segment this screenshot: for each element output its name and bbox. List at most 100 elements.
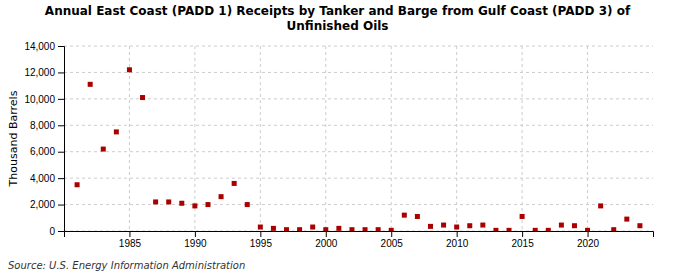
point (336, 226, 341, 231)
y-grid-line (64, 46, 653, 47)
points (75, 67, 643, 231)
point (559, 223, 564, 228)
y-grid-line (64, 98, 653, 99)
x-tick-label: 2000 (315, 238, 338, 249)
x-tick-label: 2005 (381, 238, 404, 249)
point (219, 194, 224, 199)
point (637, 223, 642, 228)
y-tick: 0 (49, 226, 64, 237)
y-tick-label: 4,000 (30, 173, 55, 184)
point (297, 227, 302, 231)
point (232, 181, 237, 186)
y-tick: 10,000 (24, 94, 64, 105)
x-tick-mark (326, 231, 327, 237)
y-tick-mark (58, 152, 64, 153)
y-grid-line (64, 125, 653, 126)
point (520, 214, 525, 219)
point (179, 201, 184, 206)
source-note: Source: U.S. Energy Information Administ… (8, 260, 245, 271)
point (624, 217, 629, 222)
y-tick-mark (58, 72, 64, 73)
point (376, 227, 381, 231)
y-tick-mark (58, 178, 64, 179)
x-grid-line (391, 46, 392, 231)
point (454, 225, 459, 230)
x-tick-label: 1985 (119, 238, 142, 249)
point (127, 67, 132, 72)
point (101, 147, 106, 152)
point (323, 227, 328, 231)
point (585, 228, 590, 231)
y-tick-label: 6,000 (30, 146, 55, 157)
point (441, 223, 446, 228)
y-axis-line (58, 47, 65, 232)
point (75, 182, 80, 187)
point (271, 226, 276, 231)
title-line: Annual East Coast (PADD 1) Receipts by T… (45, 4, 631, 18)
point (310, 225, 315, 230)
y-grid-line (64, 151, 653, 152)
x-tick: 1985 (119, 231, 142, 249)
x-grid-line (325, 46, 326, 231)
x-tick-label: 1995 (250, 238, 273, 249)
x-tick: 2020 (577, 231, 600, 249)
x-tick-mark (588, 231, 589, 237)
point (245, 202, 250, 207)
y-tick-label: 14,000 (24, 41, 55, 52)
x-tick: 2010 (446, 231, 469, 249)
point (480, 223, 485, 228)
chart: 1985199019952000200520102015202002,0004,… (0, 0, 675, 275)
point (114, 129, 119, 134)
y-tick-mark (58, 231, 64, 232)
y-tick-mark (58, 205, 64, 206)
y-tick: 8,000 (30, 120, 64, 131)
x-tick-mark (457, 231, 458, 237)
y-tick-mark (58, 99, 64, 100)
point (205, 202, 210, 207)
point (402, 213, 407, 218)
x-grid-line (194, 46, 195, 231)
title: Annual East Coast (PADD 1) Receipts by T… (45, 4, 631, 33)
y-grid-line (64, 204, 653, 205)
point (389, 228, 394, 231)
x-tick-label: 2015 (511, 238, 534, 249)
x-tick-mark (260, 231, 261, 237)
y-tick-label: 8,000 (30, 120, 55, 131)
point (284, 227, 289, 231)
x-tick-label: 2020 (577, 238, 600, 249)
point (166, 199, 171, 204)
x-axis-line (65, 232, 654, 238)
point (428, 224, 433, 229)
point (349, 227, 354, 231)
x-tick: 2000 (315, 231, 338, 249)
y-tick-mark (58, 46, 64, 47)
x-tick: 1995 (250, 231, 273, 249)
x-grid-line (587, 46, 588, 231)
x-axis: 19851990199520002005201020152020 (65, 231, 654, 249)
x-tick: 2015 (511, 231, 534, 249)
y-tick: 6,000 (30, 146, 64, 157)
y-tick-label: 10,000 (24, 94, 55, 105)
point (88, 82, 93, 87)
plot: 1985199019952000200520102015202002,0004,… (24, 41, 653, 249)
y-grid-line (64, 72, 653, 73)
point (467, 223, 472, 228)
x-tick-mark (522, 231, 523, 237)
point (598, 203, 603, 208)
point (493, 228, 498, 231)
point (572, 223, 577, 228)
point (546, 228, 551, 231)
point (363, 227, 368, 231)
y-grid-line (64, 178, 653, 179)
point (415, 214, 420, 219)
point (258, 225, 263, 230)
x-tick-label: 2010 (446, 238, 469, 249)
y-tick-mark (58, 125, 64, 126)
y-tick-label: 2,000 (30, 199, 55, 210)
x-grid-line (456, 46, 457, 231)
y-tick: 12,000 (24, 67, 64, 78)
y-tick: 4,000 (30, 173, 64, 184)
y-tick-label: 12,000 (24, 67, 55, 78)
x-grid-line (129, 46, 130, 231)
y-axis: 0 2,000 4,000 6,000 8,000 10,000 12,000 14,000 (24, 41, 64, 237)
